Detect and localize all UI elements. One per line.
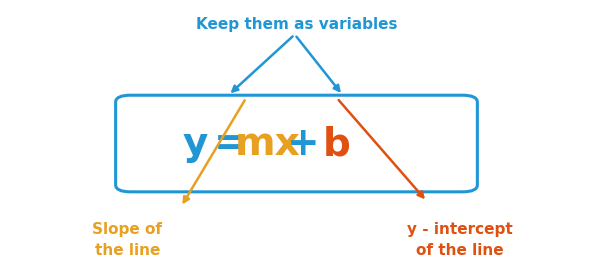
Text: =: = bbox=[213, 125, 247, 163]
Text: Keep them as variables: Keep them as variables bbox=[196, 17, 397, 32]
Text: b: b bbox=[323, 125, 351, 163]
Text: mx: mx bbox=[235, 125, 301, 163]
FancyBboxPatch shape bbox=[116, 95, 477, 192]
Text: y - intercept
of the line: y - intercept of the line bbox=[407, 222, 512, 258]
Text: Slope of
the line: Slope of the line bbox=[93, 222, 162, 258]
Text: y: y bbox=[183, 125, 208, 163]
Text: +: + bbox=[287, 125, 320, 163]
